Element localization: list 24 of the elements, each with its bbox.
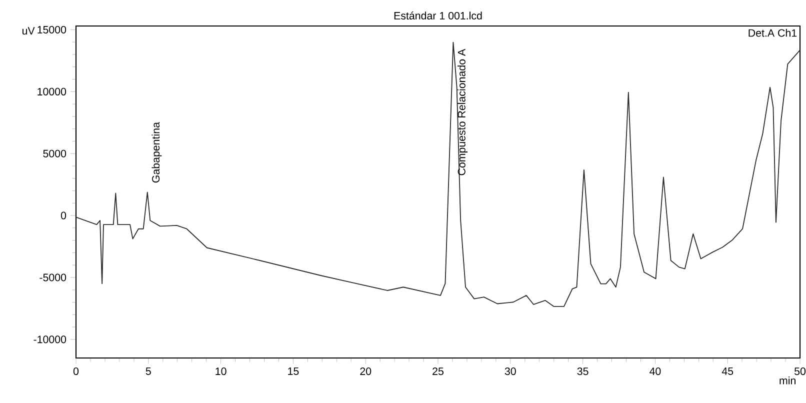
x-tick-label: 15 [288, 368, 299, 375]
y-tick-label: 10000 [38, 88, 66, 96]
x-tick-label: 30 [504, 368, 516, 376]
x-tick-label: 25 [432, 368, 444, 376]
y-tick-label: 15000 [38, 26, 66, 34]
y-tick-label: -5000 [40, 274, 66, 282]
x-tick-label: 0 [73, 368, 79, 376]
x-tick-label: 20 [360, 368, 372, 376]
annotation: Compuesto Relacionado A [458, 48, 468, 176]
annotation: Det.A Ch1 [748, 28, 797, 37]
y-axis-title: uV [22, 27, 35, 35]
x-tick-label: 5 [146, 368, 151, 375]
x-tick-label: 10 [216, 368, 226, 376]
x-axis-title: min [780, 376, 796, 384]
y-tick-label: 0 [60, 212, 66, 220]
x-tick-label: 35 [577, 368, 588, 376]
y-tick-label: -10000 [34, 336, 66, 344]
x-tick-label: 50 [794, 368, 806, 376]
annotation: Gabapentina [152, 122, 162, 183]
chart-title: Estándar 1 001.lcd [394, 12, 482, 20]
x-tick-label: 45 [722, 368, 734, 375]
y-tick-label: 5000 [43, 150, 66, 158]
x-tick-label: 40 [650, 368, 661, 376]
line-series [76, 42, 800, 307]
